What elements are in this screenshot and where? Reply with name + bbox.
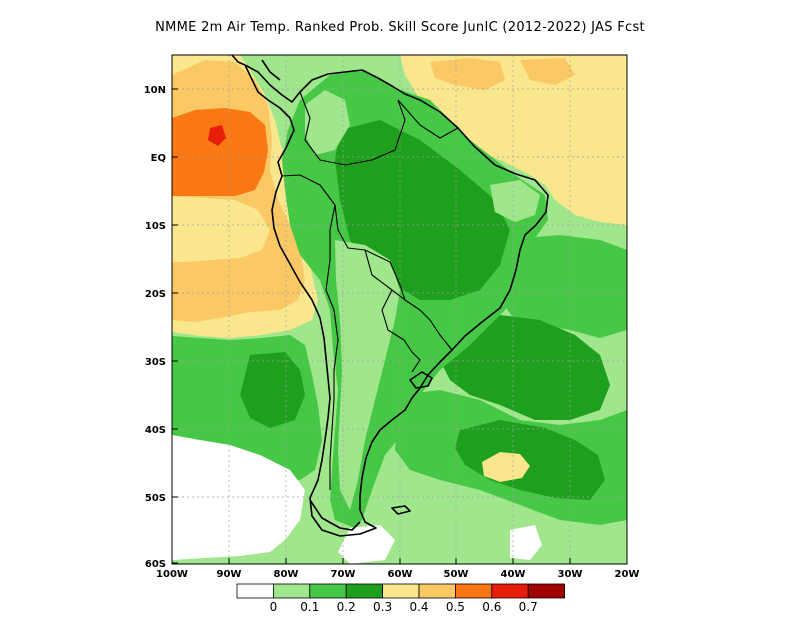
colorbar-swatch bbox=[454, 583, 493, 599]
southern-white bbox=[172, 435, 305, 560]
falklands bbox=[391, 505, 411, 515]
atlantic-green-dark bbox=[440, 315, 610, 420]
south-america-coast bbox=[244, 64, 549, 537]
lon-tick-label: 90W bbox=[217, 569, 242, 580]
land-light-nw bbox=[305, 90, 350, 155]
lon-tick-label: 20W bbox=[615, 569, 640, 580]
colorbar-label: 0.5 bbox=[446, 600, 465, 614]
colorbar-swatch bbox=[236, 583, 274, 599]
colorbar-label: 0 bbox=[270, 600, 278, 614]
border-5 bbox=[364, 249, 406, 301]
colorbar: 0 0.1 0.2 0.3 0.4 0.5 0.6 0.7 bbox=[236, 583, 566, 614]
longitude-axis: 100W 90W 80W 70W 60W 50W 40W 30W 20W bbox=[156, 558, 639, 580]
tierra-del-fuego bbox=[309, 499, 361, 531]
rio-de-la-plata bbox=[409, 371, 433, 389]
pacific-red bbox=[208, 125, 226, 146]
pacific-hot bbox=[172, 108, 268, 196]
colorbar-swatch bbox=[309, 583, 347, 599]
colorbar-swatch bbox=[382, 583, 420, 599]
lat-tick-label: EQ bbox=[151, 153, 166, 164]
map-title: NMME 2m Air Temp. Ranked Prob. Skill Sco… bbox=[155, 20, 645, 35]
colorbar-label: 0.3 bbox=[373, 600, 392, 614]
lon-tick-label: 40W bbox=[501, 569, 526, 580]
colorbar-label: 0.2 bbox=[337, 600, 356, 614]
border-3 bbox=[281, 174, 453, 351]
ne-brazil-light bbox=[490, 180, 540, 222]
lon-tick-label: 30W bbox=[558, 569, 583, 580]
coastline bbox=[231, 54, 549, 537]
colorbar-label: 0.7 bbox=[519, 600, 538, 614]
atlantic-yellow bbox=[400, 55, 627, 225]
colorbar-swatch bbox=[527, 583, 566, 599]
atlantic-yellow-blob bbox=[482, 452, 530, 482]
lat-lon-grid bbox=[172, 55, 627, 564]
southern-white-3 bbox=[510, 525, 542, 560]
skill-score-field bbox=[172, 55, 627, 564]
lat-tick-label: 10S bbox=[145, 221, 166, 232]
colorbar-swatch bbox=[418, 583, 456, 599]
lat-tick-label: 20S bbox=[145, 289, 166, 300]
lon-tick-label: 60W bbox=[388, 569, 413, 580]
lat-tick-label: 30S bbox=[145, 357, 166, 368]
atlantic-orange-2 bbox=[520, 58, 575, 85]
lon-tick-label: 70W bbox=[331, 569, 356, 580]
colorbar-label: 0.4 bbox=[409, 600, 428, 614]
border-2 bbox=[397, 99, 459, 139]
colorbar-swatch bbox=[491, 583, 529, 599]
central-america-coast bbox=[231, 54, 281, 81]
colorbar-swatch bbox=[272, 583, 311, 599]
country-borders bbox=[281, 91, 459, 490]
border-4 bbox=[325, 204, 339, 490]
latitude-axis: 10N EQ 10S 20S 30S 40S 50S 60S bbox=[144, 85, 178, 570]
lon-tick-label: 100W bbox=[156, 569, 188, 580]
pacific-yellow-south bbox=[172, 196, 270, 262]
lat-tick-label: 40S bbox=[145, 425, 166, 436]
lat-tick-label: 50S bbox=[145, 493, 166, 504]
atlantic-orange-1 bbox=[430, 58, 505, 90]
atlantic-green-mid bbox=[500, 235, 627, 338]
lon-tick-label: 50W bbox=[444, 569, 469, 580]
sepacific-dark bbox=[240, 352, 305, 428]
atlantic-dark-south bbox=[455, 420, 605, 500]
border-6 bbox=[381, 289, 421, 373]
colorbar-label: 0.6 bbox=[482, 600, 501, 614]
colorbar-swatch bbox=[345, 583, 384, 599]
lat-tick-label: 60S bbox=[145, 559, 166, 570]
colorbar-label: 0.1 bbox=[300, 600, 319, 614]
border-1 bbox=[299, 91, 406, 166]
lat-tick-label: 10N bbox=[144, 85, 166, 96]
lon-tick-label: 80W bbox=[274, 569, 299, 580]
